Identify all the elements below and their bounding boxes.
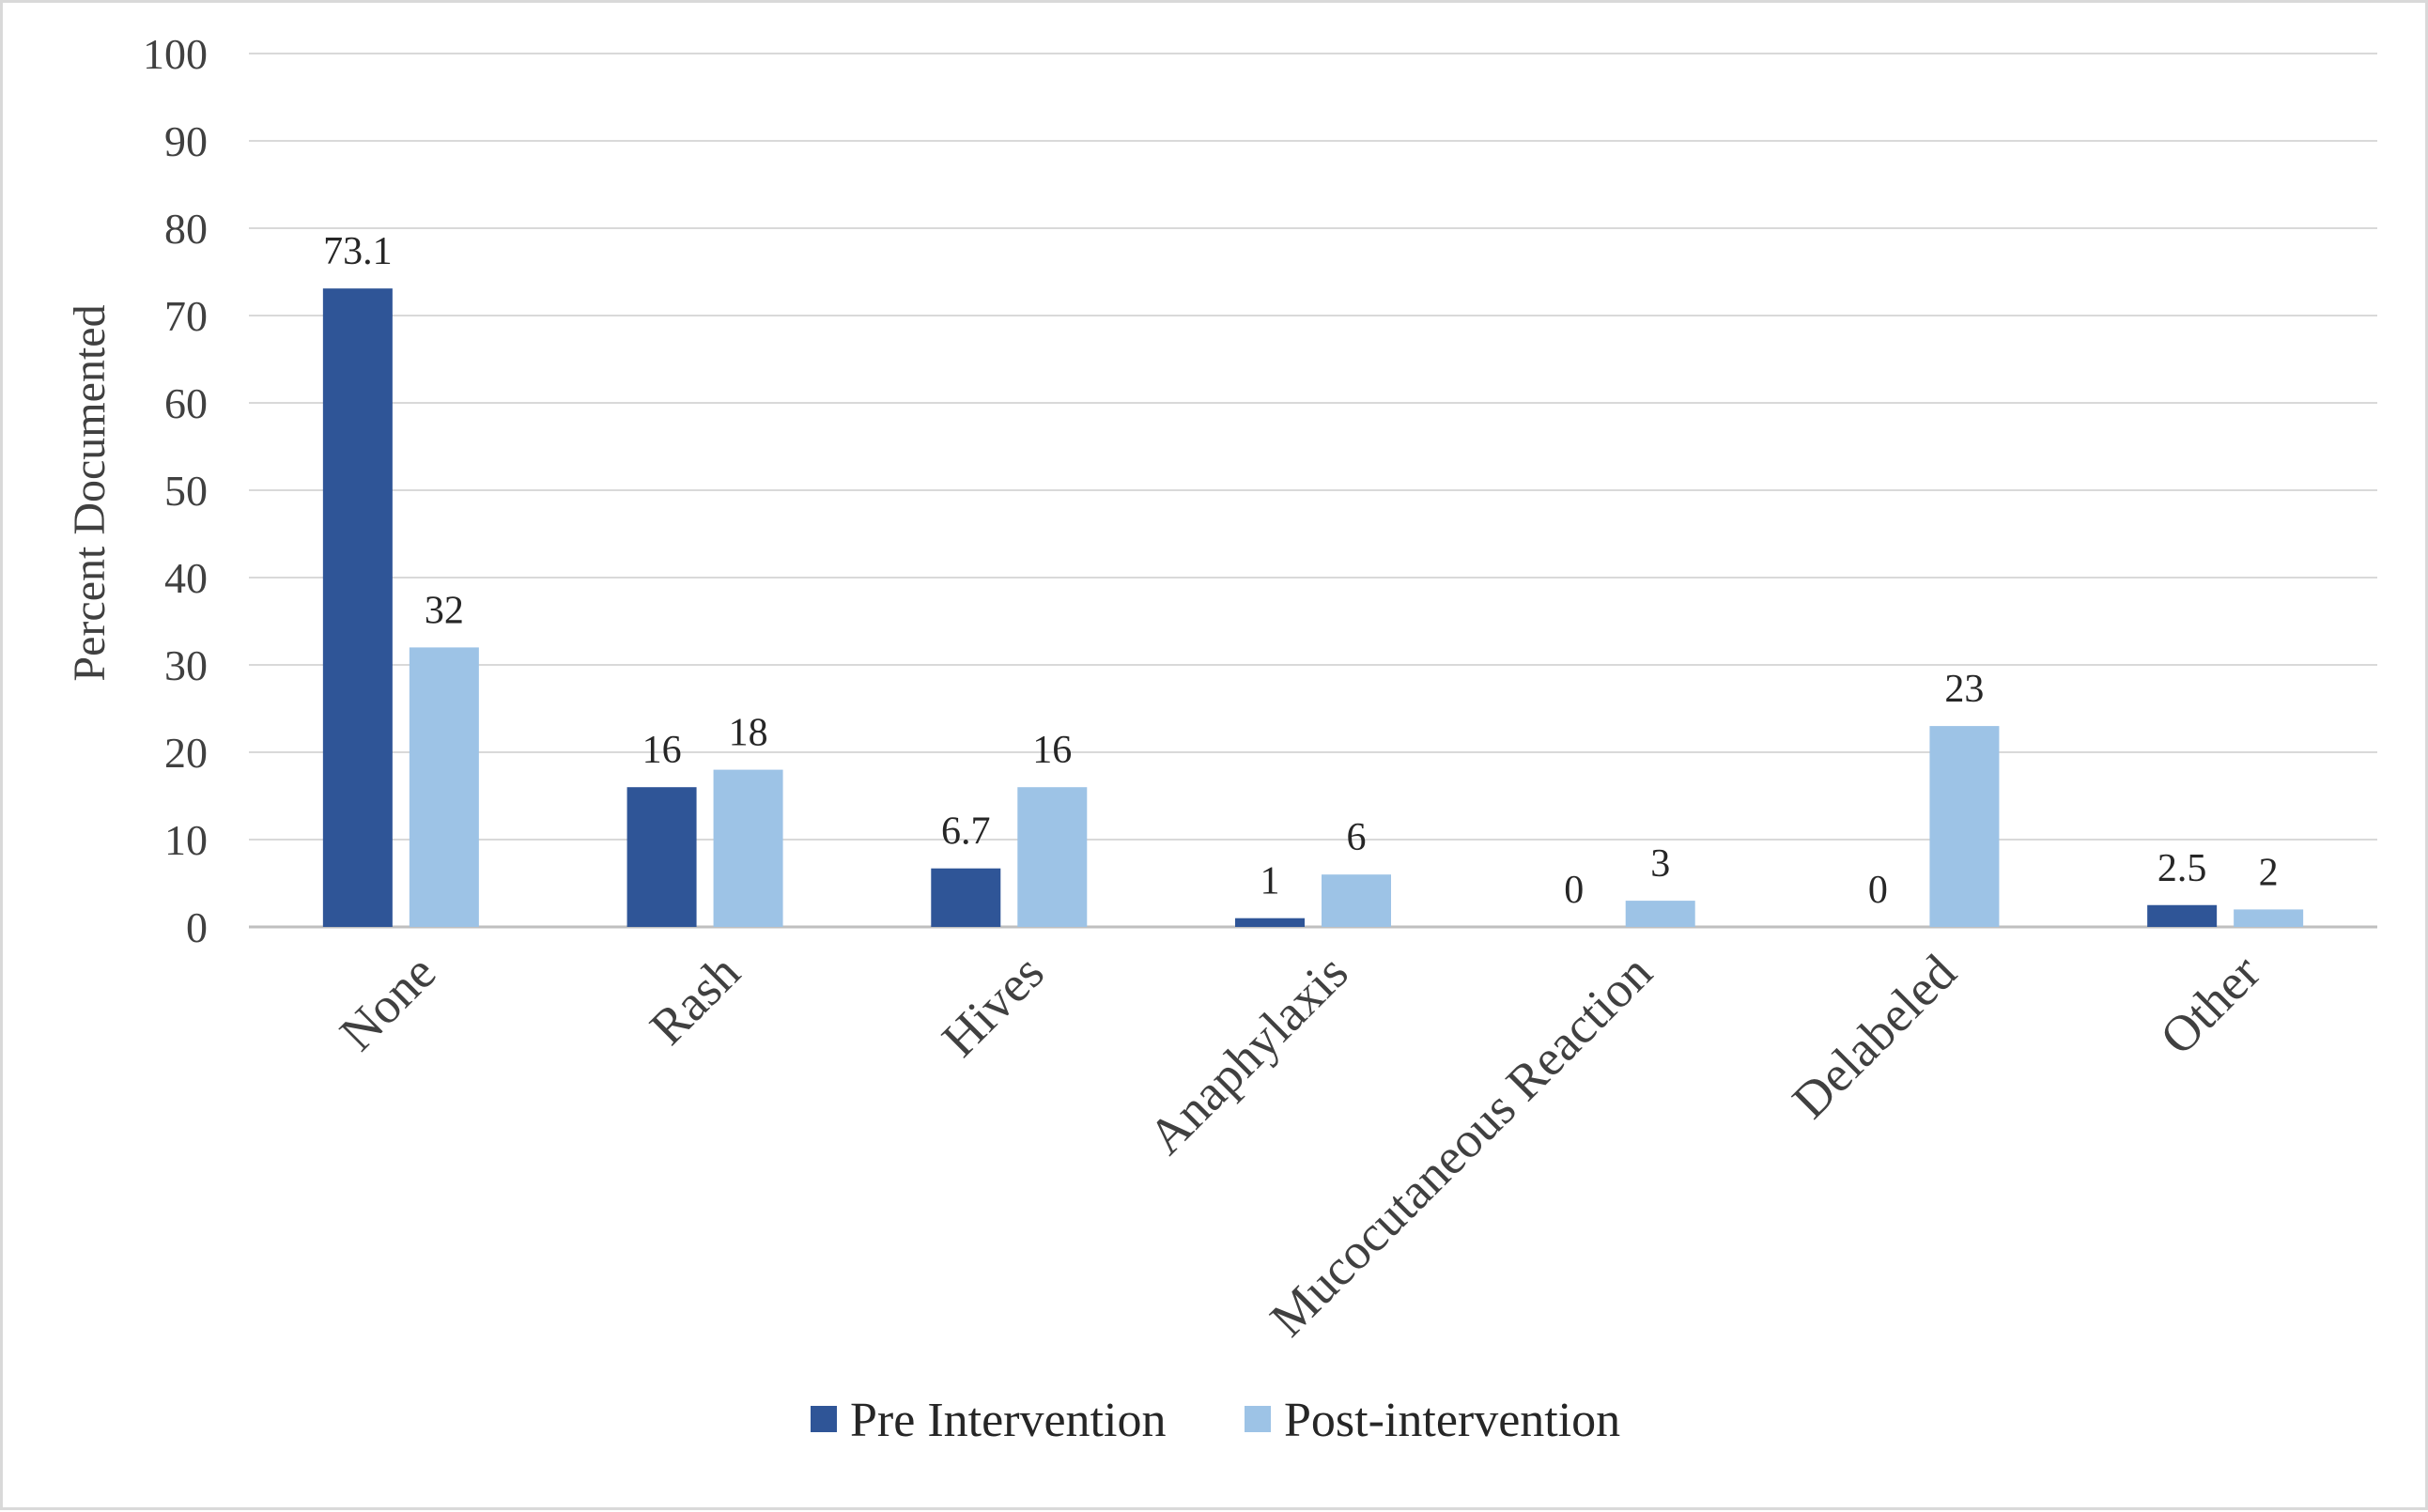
data-label-post-intervention-delabeled: 23 <box>1944 668 1984 711</box>
x-category-label-hives: Hives <box>931 944 1055 1068</box>
y-tick-label-20: 20 <box>164 729 208 777</box>
bar-pre-intervention-other <box>2147 904 2218 927</box>
y-tick-label-30: 30 <box>164 641 208 689</box>
gridlines <box>249 53 2377 929</box>
x-category-label-delabeled: Delabeled <box>1782 944 1967 1129</box>
data-label-post-intervention-hives: 16 <box>1032 729 1072 772</box>
x-category-label-none: None <box>329 944 446 1061</box>
data-label-pre-intervention-anaphylaxis: 1 <box>1260 860 1280 903</box>
y-axis-title: Percent Documented <box>65 304 115 681</box>
legend-label-pre-intervention: Pre Intervention <box>850 1394 1166 1447</box>
legend: Pre Intervention Post-intervention <box>811 1394 1620 1447</box>
bars <box>322 288 2304 927</box>
bar-post-intervention-other <box>2234 909 2304 927</box>
data-label-post-intervention-mucocutaneous-reaction: 3 <box>1650 842 1670 886</box>
data-label-post-intervention-other: 2 <box>2259 851 2279 894</box>
data-label-pre-intervention-delabeled: 0 <box>1868 869 1888 912</box>
data-label-pre-intervention-none: 73.1 <box>323 230 393 273</box>
bar-post-intervention-delabeled <box>1929 726 2000 927</box>
data-label-pre-intervention-mucocutaneous-reaction: 0 <box>1564 869 1584 912</box>
y-tick-label-60: 60 <box>164 379 208 427</box>
y-tick-label-40: 40 <box>164 554 208 602</box>
data-label-pre-intervention-hives: 6.7 <box>941 810 991 854</box>
data-label-pre-intervention-other: 2.5 <box>2157 847 2207 890</box>
legend-label-post-intervention: Post-intervention <box>1284 1394 1620 1447</box>
legend-swatch-post-intervention <box>1245 1406 1271 1432</box>
y-tick-label-50: 50 <box>164 467 208 515</box>
x-category-label-anaphylaxis: Anaphylaxis <box>1137 944 1358 1165</box>
x-category-label-other: Other <box>2149 944 2270 1065</box>
bar-pre-intervention-none <box>322 288 393 927</box>
bar-post-intervention-none <box>409 647 479 927</box>
legend-swatch-pre-intervention <box>811 1406 837 1432</box>
bar-post-intervention-hives <box>1017 787 1088 927</box>
data-label-pre-intervention-rash: 16 <box>642 729 682 772</box>
y-axis-ticks: 0 10 20 30 40 50 60 70 80 90 100 <box>143 30 208 951</box>
bar-pre-intervention-rash <box>626 787 697 927</box>
bar-pre-intervention-hives <box>931 868 1001 927</box>
x-category-label-rash: Rash <box>639 944 750 1056</box>
data-label-post-intervention-anaphylaxis: 6 <box>1347 816 1367 859</box>
y-tick-label-80: 80 <box>164 205 208 253</box>
y-tick-label-0: 0 <box>186 903 208 951</box>
bar-pre-intervention-anaphylaxis <box>1235 918 1305 927</box>
y-tick-label-100: 100 <box>143 30 208 78</box>
y-tick-label-10: 10 <box>164 816 208 864</box>
data-label-post-intervention-none: 32 <box>425 589 464 632</box>
y-tick-label-70: 70 <box>164 292 208 340</box>
bar-post-intervention-mucocutaneous-reaction <box>1625 901 1695 927</box>
y-tick-label-90: 90 <box>164 117 208 165</box>
bar-post-intervention-rash <box>713 769 783 927</box>
data-label-post-intervention-rash: 18 <box>729 712 768 755</box>
bar-post-intervention-anaphylaxis <box>1322 874 1391 927</box>
